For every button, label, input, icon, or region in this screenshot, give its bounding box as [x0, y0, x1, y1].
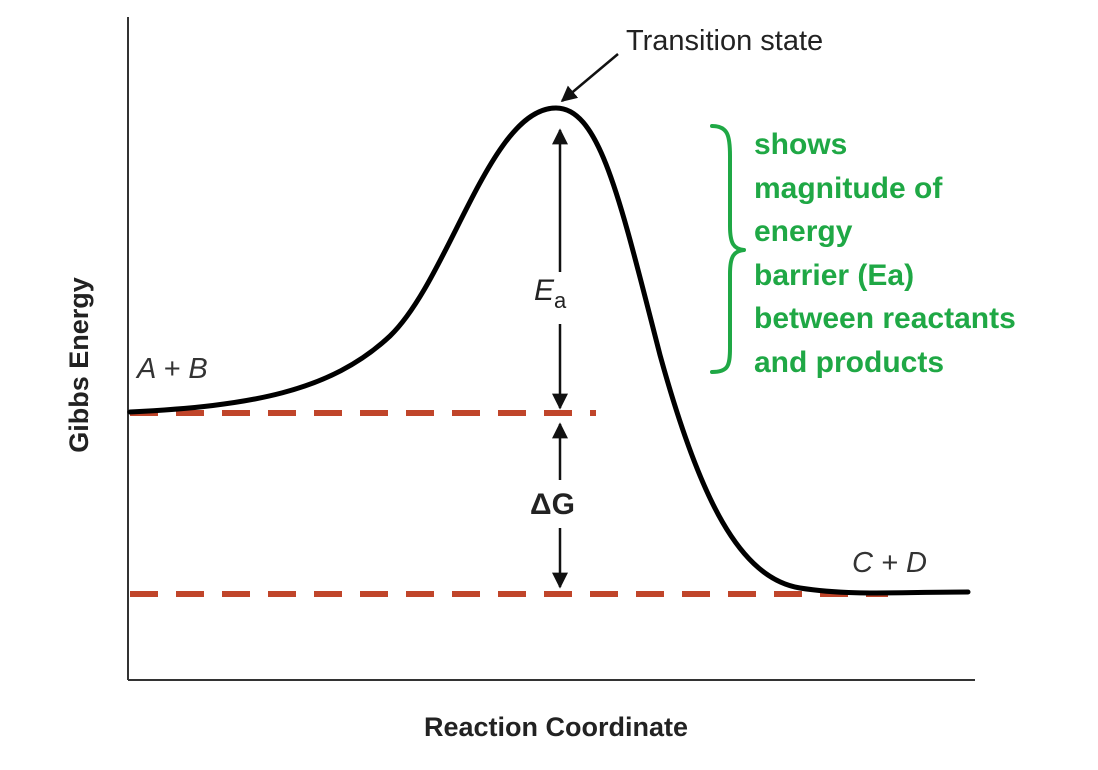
activation-energy-subscript: a	[554, 288, 567, 313]
energy-curve	[127, 105, 971, 596]
transition-state-pointer	[560, 53, 619, 103]
activation-energy-label: Ea	[534, 274, 567, 313]
reactants-label: A + B	[135, 353, 208, 385]
products-label: C + D	[852, 547, 927, 579]
delta-g-label: ΔG	[530, 488, 575, 521]
y-axis-label: Gibbs Energy	[64, 277, 94, 453]
annotation-line: energy	[754, 215, 853, 248]
annotation-line: barrier (Ea)	[754, 258, 915, 292]
activation-energy-symbol: E	[534, 274, 555, 307]
x-axis-label: Reaction Coordinate	[424, 712, 688, 742]
annotation-line: shows	[754, 128, 848, 161]
annotation-line: between reactants	[754, 302, 1016, 335]
annotation-line: magnitude of	[754, 171, 943, 205]
annotation-line: and products	[754, 345, 945, 379]
annotation-brace	[710, 124, 746, 374]
energy-barrier-annotation: shows magnitude of energy barrier (Ea) b…	[754, 123, 1016, 384]
transition-state-label: Transition state	[626, 25, 823, 57]
